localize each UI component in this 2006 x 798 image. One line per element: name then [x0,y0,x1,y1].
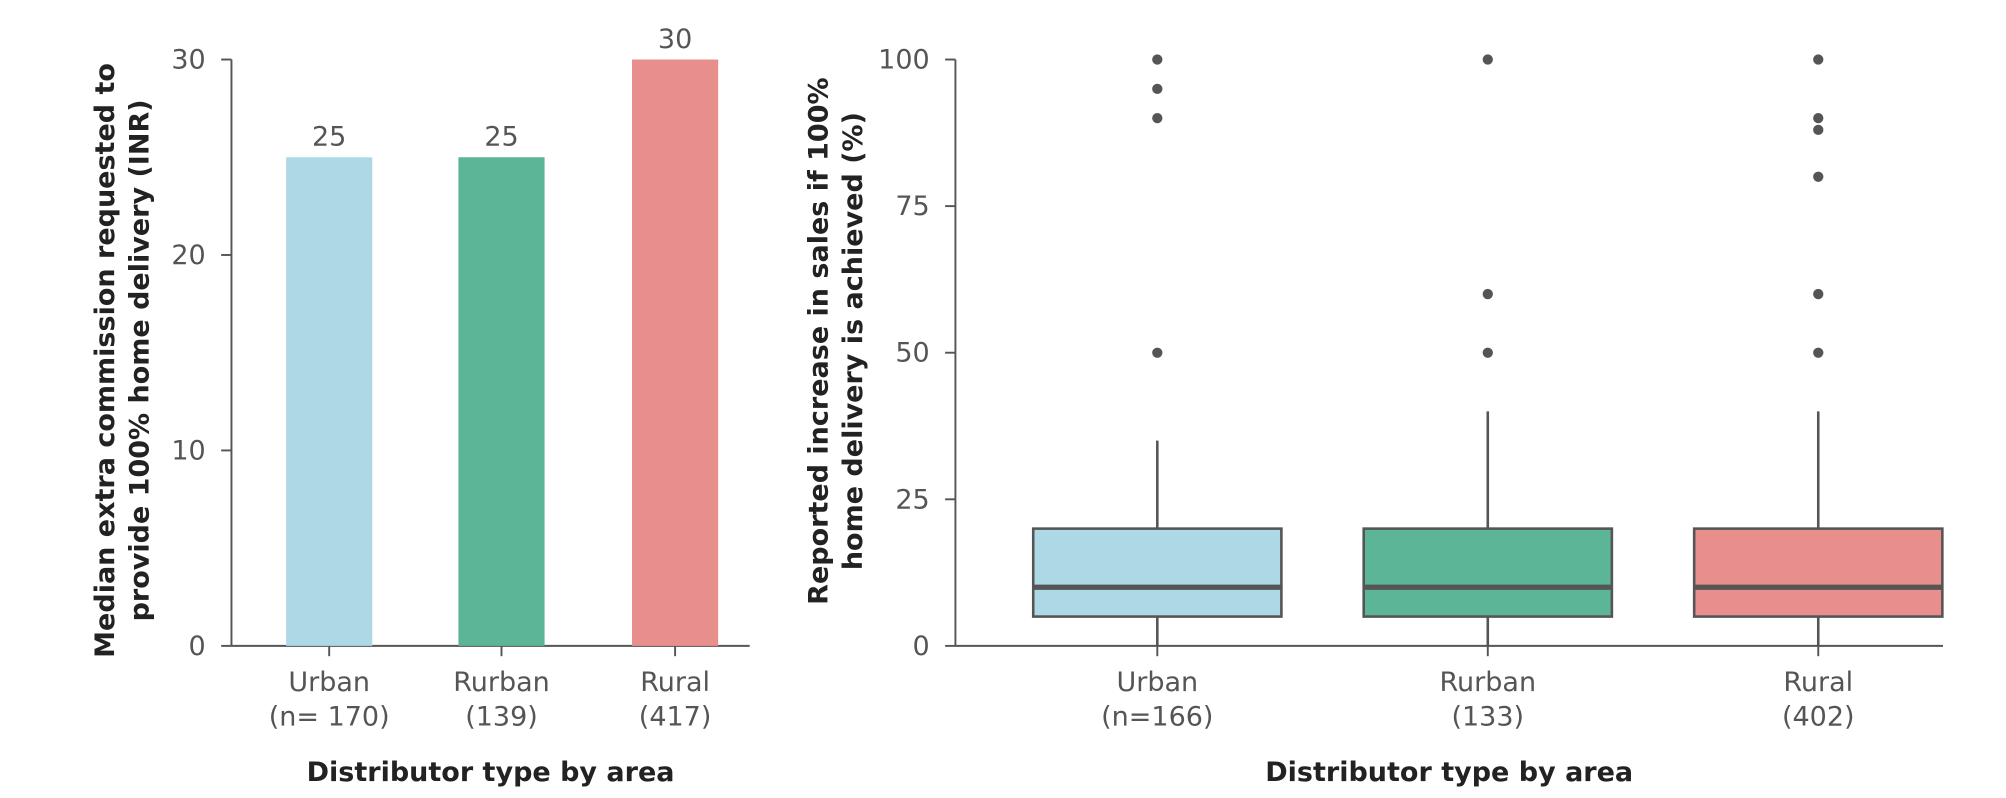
outlier [1813,113,1824,124]
x-tick-label: Rurban (133) [1440,667,1537,733]
y-axis-label: Reported increase in sales if 100% home d… [803,77,869,604]
bar [632,59,719,646]
outlier [1813,288,1824,300]
y-tick-label: 75 [895,191,929,222]
outlier [1152,347,1163,358]
outlier [1152,113,1163,124]
y-tick-label: 30 [171,45,205,76]
bar [286,157,373,646]
outlier [1152,54,1163,65]
outlier [1482,54,1493,65]
box [1362,527,1614,618]
y-tick-label: 25 [895,484,929,515]
outlier [1482,347,1493,358]
outlier [1813,171,1824,182]
y-tick-label: 0 [913,631,930,662]
y-tick-label: 100 [878,45,930,76]
box [1692,527,1944,618]
x-tick-label: Rural (402) [1782,667,1855,733]
x-tick-label: Rurban (139) [453,667,550,733]
outlier [1482,288,1493,300]
box [1031,527,1283,618]
outlier [1152,83,1163,94]
y-tick-label: 10 [171,435,205,466]
y-tick-label: 0 [189,631,206,662]
bar [458,157,545,646]
x-axis-label: Distributor type by area [1265,757,1633,788]
y-tick-label: 50 [895,338,929,369]
y-axis-label: Median extra commission requested to prov… [90,63,156,658]
outlier [1813,347,1824,358]
value-label: 25 [484,122,518,153]
x-tick-label: Urban (n= 170) [269,667,390,733]
x-tick-label: Rural (417) [639,667,712,733]
x-axis-label: Distributor type by area [307,757,675,788]
x-tick-label: Urban (n=166) [1101,667,1213,733]
y-tick-label: 20 [171,240,205,271]
outlier [1813,124,1824,136]
value-label: 25 [312,122,346,153]
value-label: 30 [658,24,692,55]
outlier [1813,54,1824,65]
